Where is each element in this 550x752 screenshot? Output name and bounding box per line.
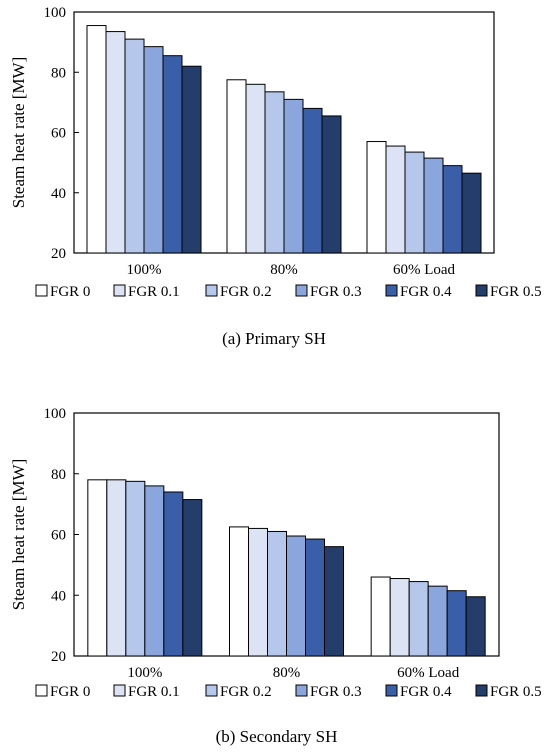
bar-5-2 (305, 538, 325, 657)
y-tick-label: 20 (51, 649, 66, 665)
legend-label: FGR 0.4 (400, 284, 452, 300)
bar-6-2 (324, 546, 344, 657)
x-category-label: 60% Load (397, 665, 460, 681)
bar-4-3 (423, 157, 444, 254)
bar-2-1 (105, 31, 126, 254)
bar-5-1 (162, 55, 183, 254)
bar-3-2 (267, 530, 287, 657)
legend-swatch-1 (35, 684, 48, 697)
legend-label: FGR 0.5 (490, 284, 542, 300)
bar-6-3 (465, 596, 486, 657)
caption: (a) Primary SH (222, 329, 326, 348)
bar-3-1 (125, 480, 146, 657)
bar-4-2 (283, 98, 304, 254)
bar-3-3 (408, 581, 429, 657)
legend-swatch-5 (385, 684, 398, 697)
bar-2-3 (385, 145, 406, 254)
bar-3-1 (124, 38, 145, 254)
legend-label: FGR 0.2 (220, 284, 272, 300)
y-tick-label: 100 (44, 5, 67, 21)
bar-4-1 (143, 46, 164, 254)
bar-4-2 (286, 535, 306, 657)
bar-5-3 (446, 590, 467, 657)
legend-label: FGR 0 (50, 284, 90, 300)
bar-2-2 (245, 83, 266, 254)
bar-5-2 (302, 107, 323, 254)
x-category-label: 60% Load (393, 262, 456, 278)
legend-swatch-1 (35, 284, 48, 297)
legend-label: FGR 0.4 (400, 684, 452, 700)
bar-6-2 (321, 115, 342, 254)
x-category-label: 80% (273, 665, 301, 681)
y-tick-label: 80 (51, 467, 66, 483)
bar-2-2 (248, 527, 268, 657)
legend: FGR 0 FGR 0.1 FGR 0.2 FGR 0.3 FGR 0.4 FGR 0.5 (35, 284, 542, 300)
legend-swatch-2 (113, 684, 126, 697)
legend-label: FGR 0.5 (490, 684, 542, 700)
bar-3-2 (264, 91, 285, 254)
bar-6-1 (181, 65, 202, 254)
bar-6-3 (461, 172, 482, 254)
legend-swatch-5 (385, 284, 398, 297)
legend-swatch-6 (475, 284, 488, 297)
y-tick-label: 80 (51, 65, 66, 81)
chart-1: 20 40 60 80 100 Steam heat rate [MW] 100% 80% 60… (9, 5, 542, 348)
legend-swatch-3 (205, 284, 218, 297)
legend-swatch-2 (113, 284, 126, 297)
x-category-label: 80% (270, 262, 298, 278)
y-axis-label: Steam heat rate [MW] (9, 459, 28, 611)
bar-5-1 (163, 491, 184, 657)
bar-1-3 (366, 141, 387, 254)
chart-2: 20 40 60 80 100 Steam heat rate [MW] 100% 80% 60… (9, 406, 542, 746)
y-tick-label: 60 (51, 126, 66, 142)
bar-1-3 (370, 576, 391, 657)
bar-2-1 (106, 479, 127, 657)
legend-swatch-4 (295, 684, 308, 697)
bar-5-3 (442, 165, 463, 254)
legend: FGR 0 FGR 0.1 FGR 0.2 FGR 0.3 FGR 0.4 FGR 0.5 (35, 684, 542, 700)
legend-label: FGR 0.3 (310, 684, 362, 700)
legend-label: FGR 0.3 (310, 284, 362, 300)
bar-1-2 (229, 526, 249, 657)
legend-swatch-4 (295, 284, 308, 297)
caption: (b) Secondary SH (216, 727, 338, 746)
bar-1-1 (86, 25, 107, 254)
bar-2-3 (389, 578, 410, 657)
x-category-label: 100% (127, 665, 162, 681)
legend-label: FGR 0.1 (128, 684, 180, 700)
y-axis-label: Steam heat rate [MW] (9, 57, 28, 209)
legend-label: FGR 0.2 (220, 684, 272, 700)
y-tick-label: 100 (44, 406, 67, 422)
legend-swatch-6 (475, 684, 488, 697)
bar-4-3 (427, 585, 448, 657)
bar-1-2 (226, 79, 247, 254)
legend-label: FGR 0 (50, 684, 90, 700)
bar-4-1 (144, 485, 165, 657)
legend-label: FGR 0.1 (128, 284, 180, 300)
y-tick-label: 60 (51, 528, 66, 544)
legend-swatch-3 (205, 684, 218, 697)
y-tick-label: 40 (51, 588, 66, 604)
bar-6-1 (182, 499, 203, 657)
bar-3-3 (404, 151, 425, 254)
y-tick-label: 40 (51, 186, 66, 202)
bar-1-1 (87, 479, 108, 657)
y-tick-label: 20 (51, 246, 66, 262)
x-category-label: 100% (127, 262, 162, 278)
